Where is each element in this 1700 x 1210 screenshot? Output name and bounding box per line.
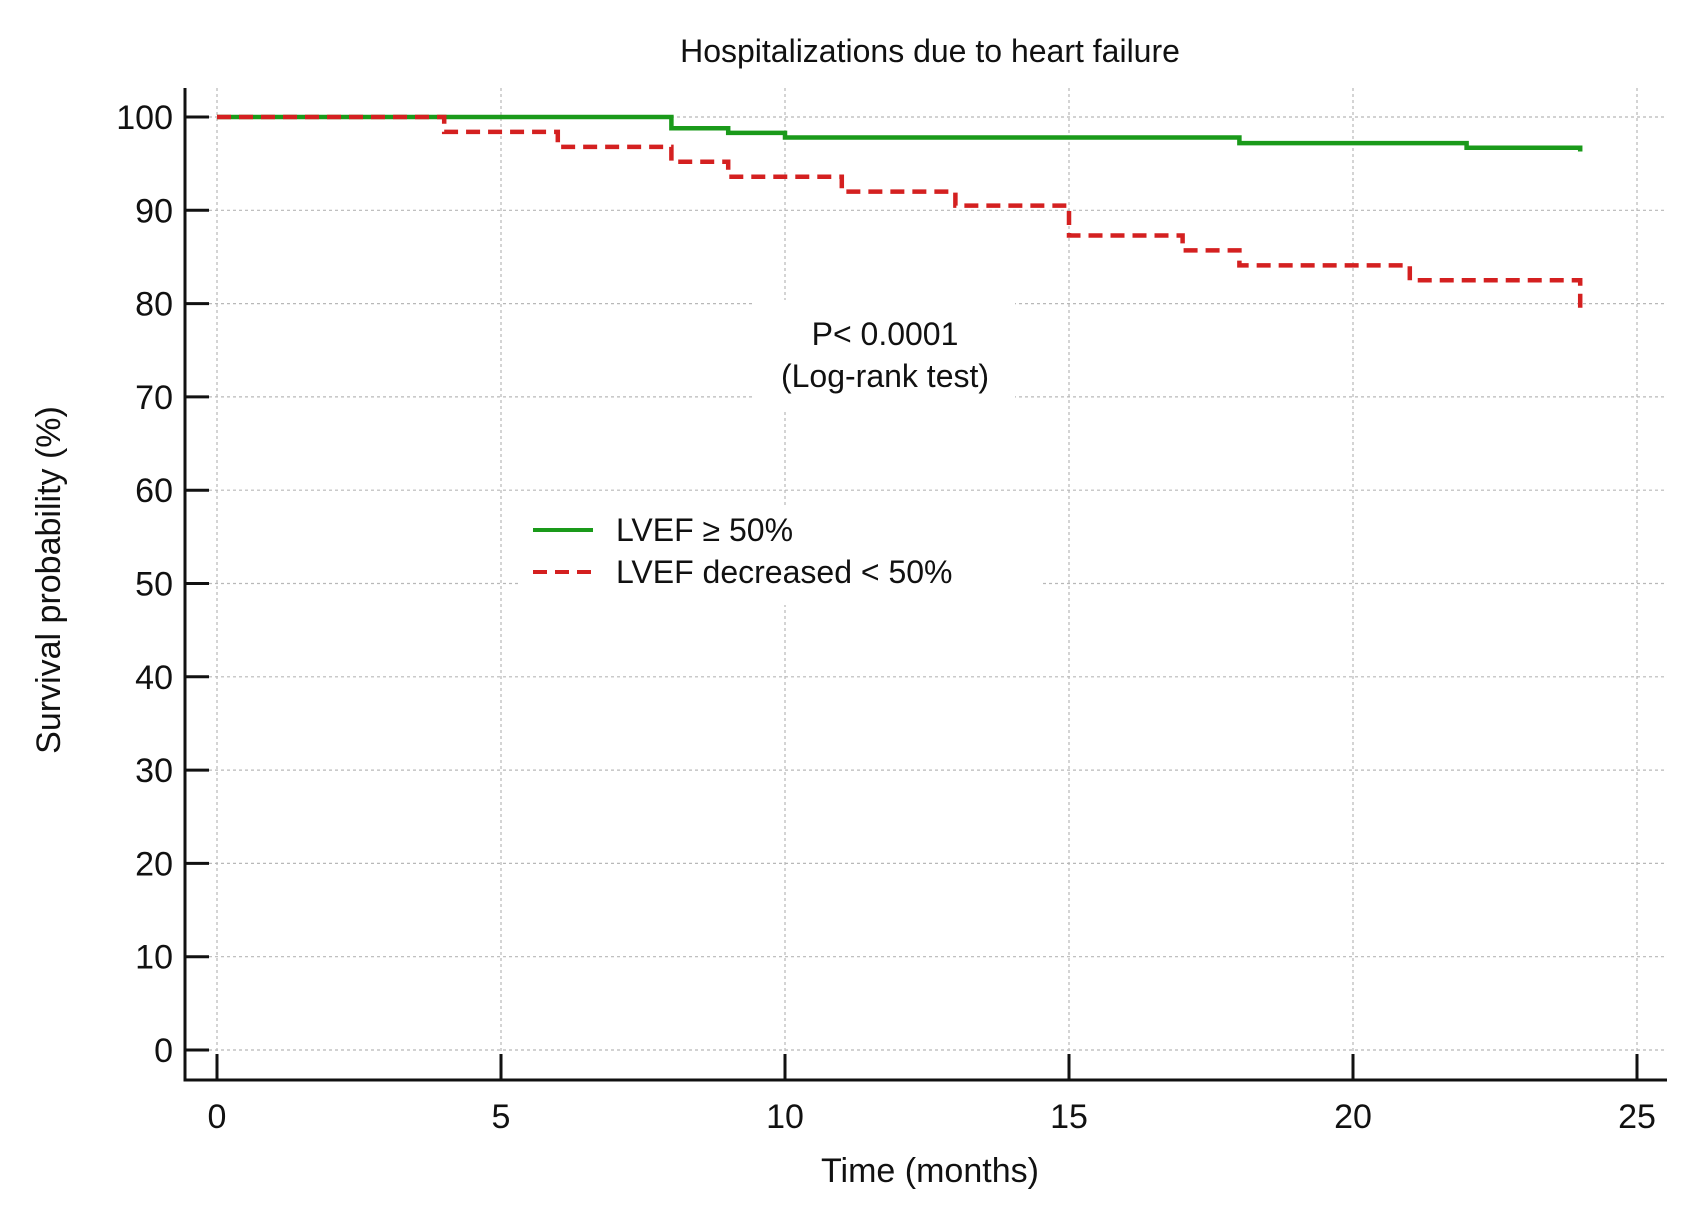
y-tick-label-10: 10 [135,939,173,977]
y-tick-label-0: 0 [154,1032,173,1070]
annotation: P< 0.0001 (Log-rank test) [755,300,1015,410]
legend: LVEF ≥ 50% LVEF decreased < 50% [520,505,1040,605]
y-tick-label-90: 90 [135,192,173,230]
series-line-1 [217,114,1583,309]
y-tick-label-60: 60 [135,472,173,510]
legend-label-lvef-decreased: LVEF decreased < 50% [616,554,953,590]
annotation-line-2: (Log-rank test) [781,358,989,394]
y-tick-label-30: 30 [135,752,173,790]
series-layer [217,114,1583,309]
series-line-0 [217,114,1583,152]
annotation-background [755,300,1015,410]
y-tick-label-100: 100 [116,99,173,137]
x-tick-label-20: 20 [1334,1098,1372,1136]
annotation-line-1: P< 0.0001 [812,316,959,352]
x-tick-label-0: 0 [208,1098,227,1136]
axes [183,88,1667,1082]
x-tick-label-25: 25 [1618,1098,1656,1136]
y-axis-label: Survival probability (%) [30,406,68,754]
y-tick-label-80: 80 [135,286,173,324]
x-tick-label-5: 5 [492,1098,511,1136]
x-tick-label-10: 10 [766,1098,804,1136]
tick-labels: 0 10 20 30 40 50 60 70 80 90 100 0 5 10 15 20 25 [116,99,1656,1136]
y-tick-label-50: 50 [135,566,173,604]
chart-title: Hospitalizations due to heart failure [680,33,1180,69]
x-axis-label: Time (months) [821,1152,1039,1190]
x-tick-label-15: 15 [1050,1098,1088,1136]
legend-label-lvef-preserved: LVEF ≥ 50% [616,512,793,548]
y-tick-label-70: 70 [135,379,173,417]
y-tick-label-40: 40 [135,659,173,697]
legend-background [520,505,1040,605]
y-tick-label-20: 20 [135,845,173,883]
